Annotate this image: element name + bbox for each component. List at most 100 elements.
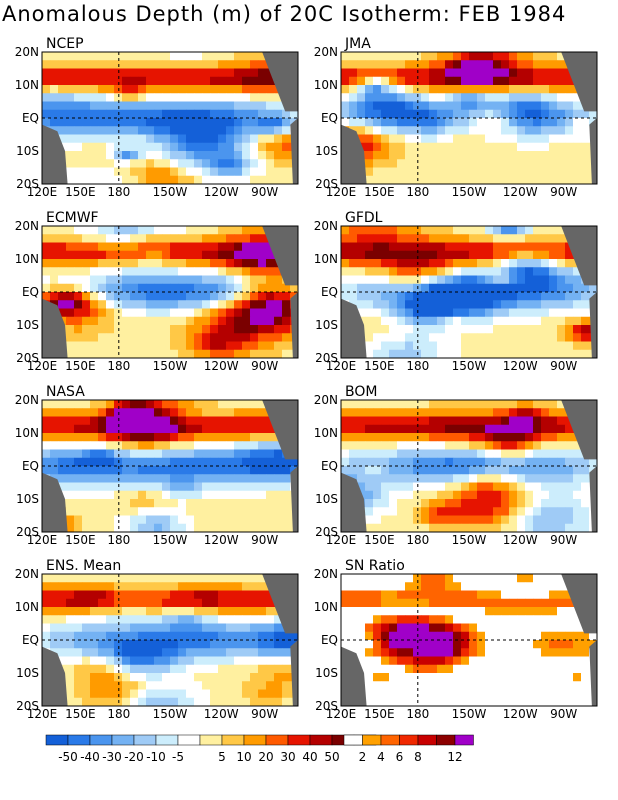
heat-cell [517,490,526,500]
heat-cell [130,60,139,69]
heat-cell [373,52,382,61]
heat-cell [397,474,406,483]
heat-cell [525,648,534,657]
heat-cell [565,126,574,135]
heat-cell [549,283,558,293]
heat-cell [477,341,486,351]
heat-cell [421,424,430,434]
heat-cell [493,52,502,61]
heat-cell [146,118,155,127]
heat-cell [557,76,566,86]
heat-cell [413,93,422,102]
y-tick-label: 20S [16,177,39,191]
heat-cell [282,175,291,185]
heat-cell [234,93,243,102]
heat-cell [170,664,179,674]
heat-cell [218,68,227,78]
heat-cell [493,590,502,600]
heat-cell [122,275,131,285]
heat-cell [517,52,526,61]
heat-cell [557,664,566,674]
heat-cell [122,590,131,600]
heat-cell [234,416,243,426]
heat-cell [74,656,83,666]
heat-cell [373,408,382,417]
heat-cell [397,515,406,525]
heat-cell [114,424,123,434]
heat-cell [365,490,374,500]
heat-cell [234,689,243,699]
heat-cell [421,349,430,359]
heat-cell [397,242,406,252]
heat-cell [397,234,406,243]
heat-cell [525,574,534,583]
heat-cell [493,93,502,102]
heat-cell [453,466,462,475]
heat-cell [365,341,374,351]
heat-cell [365,292,374,301]
heat-cell [58,300,67,309]
heat-cell [138,93,147,102]
heat-cell [533,490,542,500]
heat-cell [525,259,534,268]
heat-cell [202,673,211,682]
heat-cell [509,490,518,500]
heat-cell [202,226,211,235]
heat-cell [82,308,91,318]
heat-cell [282,631,291,641]
heat-cell [146,300,155,309]
heat-cell [98,325,107,334]
heat-cell [90,499,99,508]
heat-cell [389,52,398,61]
heat-cell [485,474,494,483]
heat-cell [541,441,550,450]
heat-cell [405,68,414,78]
heat-cell [453,118,462,127]
heat-cell [266,433,275,442]
heat-cell [74,259,83,268]
heat-cell [282,159,291,168]
heat-cell [485,118,494,127]
heat-cell [106,118,115,127]
heat-cell [218,151,227,160]
heat-cell [218,441,227,450]
heat-cell [493,76,502,86]
heat-cell [429,507,438,516]
heat-cell [114,242,123,252]
heat-cell [258,333,267,342]
heat-cell [549,292,558,301]
heat-cell [234,673,243,682]
heat-cell [365,250,374,260]
heat-cell [421,60,430,69]
heat-cell [194,441,203,450]
heat-cell [170,259,179,268]
heat-cell [365,408,374,417]
heat-cell [557,689,566,699]
heat-cell [533,681,542,690]
heat-cell [210,449,219,459]
heat-cell [226,283,235,293]
heat-cell [485,416,494,426]
heat-cell [210,499,219,508]
heat-cell [274,615,283,624]
heat-cell [114,275,123,285]
heat-cell [429,175,438,185]
heat-cell [453,242,462,252]
heat-cell [282,490,291,500]
heat-cell [557,126,566,135]
heat-cell [114,234,123,243]
heat-cell [509,615,518,624]
heat-cell [274,167,283,177]
heat-cell [357,275,366,285]
heat-cell [421,325,430,334]
heat-cell [405,60,414,69]
heat-cell [421,689,430,699]
heat-cell [557,267,566,276]
heat-cell [501,681,510,690]
heat-cell [501,631,510,641]
heat-cell [365,325,374,334]
x-tick-label: 180 [406,707,429,721]
heat-cell [226,316,235,326]
heat-cell [381,441,390,450]
heat-cell [194,466,203,475]
